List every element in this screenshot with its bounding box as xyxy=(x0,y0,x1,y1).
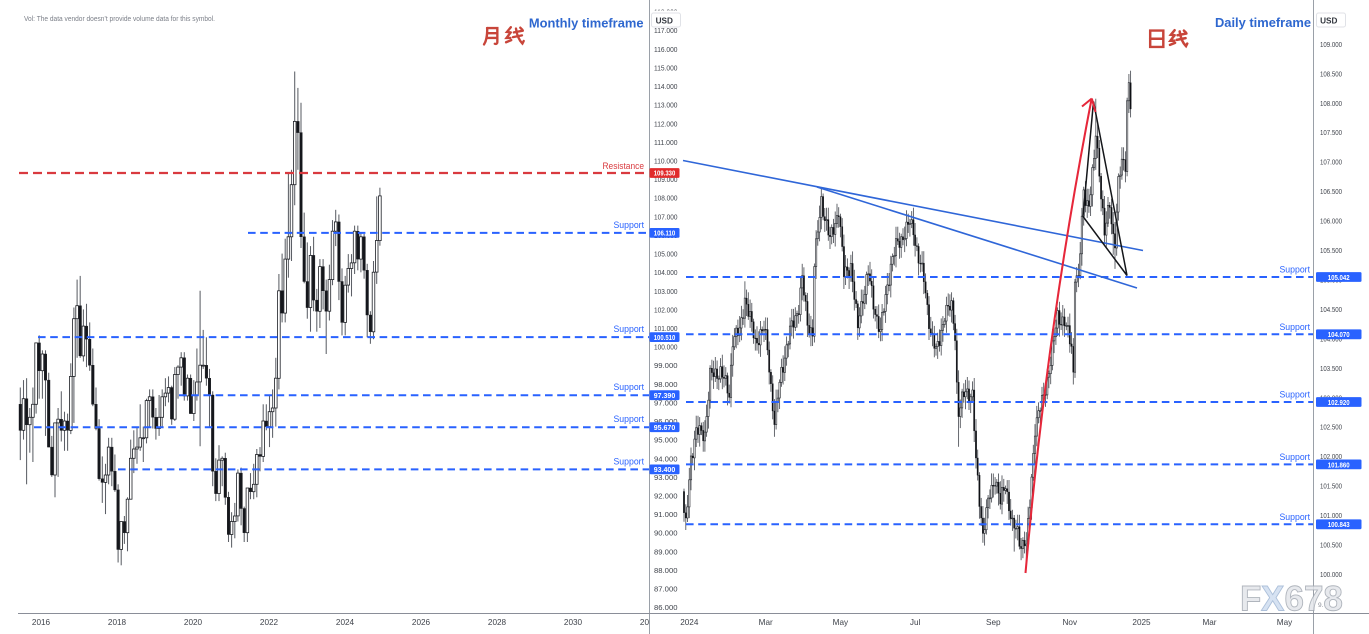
svg-text:Resistance: Resistance xyxy=(603,161,645,171)
svg-text:111.000: 111.000 xyxy=(654,138,678,147)
svg-text:100.510: 100.510 xyxy=(654,333,676,342)
svg-text:2020: 2020 xyxy=(184,618,203,627)
svg-text:106.110: 106.110 xyxy=(654,229,676,238)
svg-text:114.000: 114.000 xyxy=(654,82,678,91)
svg-text:88.000: 88.000 xyxy=(654,566,678,575)
svg-text:USD: USD xyxy=(1320,16,1337,25)
svg-text:101.500: 101.500 xyxy=(1320,482,1342,491)
svg-text:101.000: 101.000 xyxy=(1320,511,1342,520)
svg-text:Support: Support xyxy=(614,324,645,334)
svg-text:92.000: 92.000 xyxy=(654,492,678,501)
svg-text:2025: 2025 xyxy=(1132,618,1151,627)
svg-text:90.000: 90.000 xyxy=(654,529,678,538)
svg-text:2024: 2024 xyxy=(680,618,699,627)
svg-text:Daily timeframe: Daily timeframe xyxy=(1215,15,1311,30)
svg-text:102.000: 102.000 xyxy=(654,305,678,314)
svg-text:Sep: Sep xyxy=(986,618,1001,627)
svg-text:USD: USD xyxy=(656,16,673,25)
svg-text:95.670: 95.670 xyxy=(654,423,676,432)
svg-text:102.000: 102.000 xyxy=(1320,452,1342,461)
svg-text:91.000: 91.000 xyxy=(654,510,678,519)
svg-text:105.000: 105.000 xyxy=(654,250,678,259)
svg-text:102.500: 102.500 xyxy=(1320,423,1342,432)
svg-text:98.000: 98.000 xyxy=(654,380,678,389)
svg-text:Support: Support xyxy=(1280,265,1311,275)
svg-text:2030: 2030 xyxy=(564,618,583,627)
svg-text:Vol: The data vendor doesn’t p: Vol: The data vendor doesn’t provide vol… xyxy=(24,16,215,23)
svg-text:Support: Support xyxy=(1280,322,1311,332)
svg-text:116.000: 116.000 xyxy=(654,45,678,54)
svg-text:112.000: 112.000 xyxy=(654,119,678,128)
svg-text:102.920: 102.920 xyxy=(1328,398,1350,407)
svg-text:104.070: 104.070 xyxy=(1328,330,1350,339)
svg-text:Monthly timeframe: Monthly timeframe xyxy=(529,16,644,31)
svg-text:93.400: 93.400 xyxy=(654,465,676,474)
svg-text:106.000: 106.000 xyxy=(1320,217,1342,226)
svg-text:109.330: 109.330 xyxy=(654,169,676,178)
svg-text:Support: Support xyxy=(614,220,645,230)
svg-text:104.000: 104.000 xyxy=(654,268,678,277)
svg-text:103.000: 103.000 xyxy=(654,287,678,296)
svg-text:Nov: Nov xyxy=(1063,618,1078,627)
svg-text:9.: 9. xyxy=(1318,602,1324,609)
svg-text:110.000: 110.000 xyxy=(654,157,678,166)
svg-text:109.000: 109.000 xyxy=(1320,40,1342,49)
svg-text:Support: Support xyxy=(614,456,645,466)
svg-text:89.000: 89.000 xyxy=(654,547,678,556)
svg-text:103.500: 103.500 xyxy=(1320,364,1342,373)
svg-text:Support: Support xyxy=(614,414,645,424)
svg-text:113.000: 113.000 xyxy=(654,101,678,110)
svg-text:Support: Support xyxy=(1280,512,1311,522)
svg-text:99.000: 99.000 xyxy=(654,361,678,370)
svg-text:86.000: 86.000 xyxy=(654,603,678,612)
svg-text:100.000: 100.000 xyxy=(654,343,678,352)
svg-text:94.000: 94.000 xyxy=(654,454,678,463)
svg-text:May: May xyxy=(833,618,849,627)
svg-text:2022: 2022 xyxy=(260,618,279,627)
svg-text:97.000: 97.000 xyxy=(654,398,678,407)
svg-text:2026: 2026 xyxy=(412,618,431,627)
svg-text:107.000: 107.000 xyxy=(1320,158,1342,167)
svg-text:87.000: 87.000 xyxy=(654,585,678,594)
svg-text:Support: Support xyxy=(614,382,645,392)
svg-text:Support: Support xyxy=(1280,452,1311,462)
svg-text:May: May xyxy=(1277,618,1293,627)
svg-text:93.000: 93.000 xyxy=(654,473,678,482)
svg-text:F: F xyxy=(1240,580,1261,619)
svg-text:Jul: Jul xyxy=(910,618,921,627)
svg-text:2028: 2028 xyxy=(488,618,507,627)
svg-text:96.000: 96.000 xyxy=(654,417,678,426)
svg-text:Mar: Mar xyxy=(759,618,773,627)
svg-text:97.390: 97.390 xyxy=(654,391,676,400)
svg-text:95.000: 95.000 xyxy=(654,436,678,445)
svg-text:108.000: 108.000 xyxy=(654,194,678,203)
svg-text:105.042: 105.042 xyxy=(1328,273,1350,282)
svg-text:104.500: 104.500 xyxy=(1320,305,1342,314)
svg-text:2032: 2032 xyxy=(640,618,659,627)
svg-text:117.000: 117.000 xyxy=(654,26,678,35)
svg-text:100.843: 100.843 xyxy=(1328,520,1350,529)
svg-text:106.500: 106.500 xyxy=(1320,187,1342,196)
svg-text:678: 678 xyxy=(1285,580,1343,619)
svg-text:107.000: 107.000 xyxy=(654,212,678,221)
svg-text:2018: 2018 xyxy=(108,618,127,627)
svg-text:2016: 2016 xyxy=(32,618,51,627)
svg-text:100.500: 100.500 xyxy=(1320,541,1342,550)
svg-text:Support: Support xyxy=(1280,390,1311,400)
svg-text:Mar: Mar xyxy=(1202,618,1216,627)
svg-text:2024: 2024 xyxy=(336,618,355,627)
svg-text:X: X xyxy=(1261,580,1285,619)
svg-text:101.000: 101.000 xyxy=(654,324,678,333)
svg-text:107.500: 107.500 xyxy=(1320,128,1342,137)
svg-text:115.000: 115.000 xyxy=(654,64,678,73)
svg-text:109.000: 109.000 xyxy=(654,175,678,184)
svg-text:108.000: 108.000 xyxy=(1320,99,1342,108)
svg-text:108.500: 108.500 xyxy=(1320,69,1342,78)
svg-text:101.860: 101.860 xyxy=(1328,460,1350,469)
svg-text:105.500: 105.500 xyxy=(1320,246,1342,255)
svg-text:100.000: 100.000 xyxy=(1320,570,1342,579)
